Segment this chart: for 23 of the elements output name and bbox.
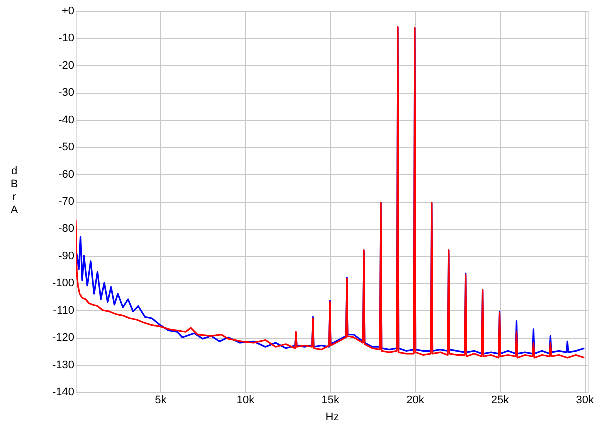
x-tick-label: 10k — [236, 394, 256, 406]
y-tick-label: -20 — [58, 60, 74, 72]
y-tick-label: -130 — [52, 359, 74, 372]
y-tick-label: -10 — [58, 32, 74, 45]
y-tick-label: -90 — [58, 250, 74, 262]
x-tick-label: 20k — [406, 394, 425, 406]
y-tick-label: -80 — [58, 223, 74, 236]
y-tick-label: -70 — [58, 196, 74, 208]
y-tick-label: -50 — [58, 142, 74, 154]
y-tick-label: -140 — [52, 386, 74, 398]
y-tick-label: -60 — [58, 168, 74, 181]
y-axis-title: dBr A — [10, 166, 19, 216]
x-axis-title: Hz — [326, 412, 340, 424]
x-tick-label: 25k — [491, 394, 510, 406]
x-tick-label: 30k — [576, 394, 594, 406]
y-tick-label: +0 — [62, 6, 74, 18]
x-tick-label: 5k — [155, 394, 168, 406]
y-tick-label: -110 — [53, 304, 74, 317]
y-tick-label: -40 — [58, 114, 74, 126]
y-tick-label: -100 — [52, 278, 74, 290]
y-tick-label: -120 — [52, 332, 74, 344]
y-tick-label: -30 — [58, 87, 74, 100]
x-tick-label: 15k — [322, 394, 340, 406]
